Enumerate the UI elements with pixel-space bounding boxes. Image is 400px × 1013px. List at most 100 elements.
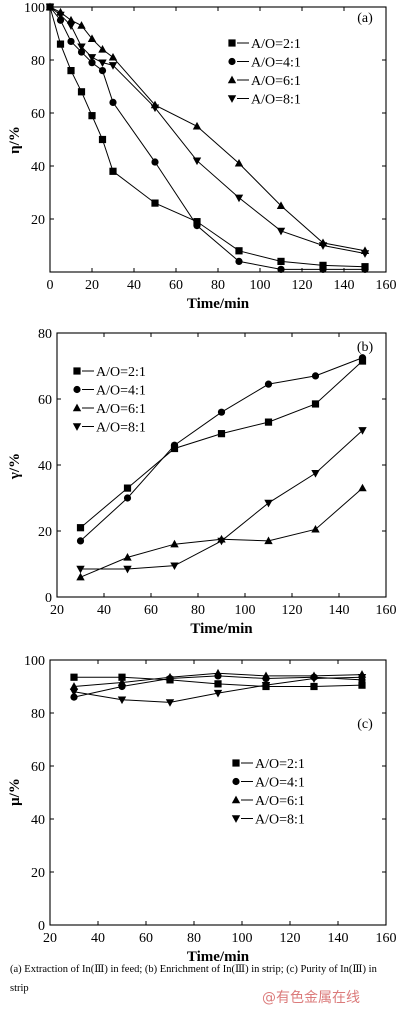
circle-marker <box>235 257 243 265</box>
legend-label: A/O=6:1 <box>96 402 146 417</box>
legend-label: A/O=4:1 <box>96 384 146 399</box>
triangle-down-marker <box>87 54 97 62</box>
x-tick-label: 160 <box>376 931 397 946</box>
triangle-down-marker <box>108 62 118 70</box>
circle-marker <box>70 693 78 701</box>
x-tick-label: 20 <box>85 278 99 293</box>
chart-panel: 0 20 40 60 80 100 120 140 16020406080100Time/min… <box>7 1 397 312</box>
triangle-down-marker <box>318 242 328 250</box>
circle-marker <box>264 380 273 388</box>
triangle-down-marker <box>150 104 160 113</box>
triangle-up-marker <box>231 795 241 804</box>
y-axis-label: γ/% <box>7 453 23 480</box>
series-line <box>80 487 363 578</box>
legend-label: A/O=6:1 <box>255 794 305 809</box>
square-marker <box>311 400 320 408</box>
series-triangle-down <box>76 427 367 574</box>
square-marker <box>73 367 81 375</box>
series-triangle-up <box>76 483 367 581</box>
chart-panel: 20 40 60 80 100 120 140 160020406080100Time/min… <box>7 654 397 965</box>
triangle-up-marker <box>117 678 127 686</box>
square-marker <box>264 418 273 426</box>
x-tick-label: 60 <box>144 603 158 618</box>
x-tick-label: 60 <box>169 278 183 293</box>
triangle-up-marker <box>69 682 79 690</box>
series-triangle-down <box>69 674 367 707</box>
circle-marker <box>109 98 117 106</box>
y-tick-label: 80 <box>31 54 45 69</box>
watermark-text: @有色金属在线 <box>262 990 360 1006</box>
square-marker <box>123 484 132 492</box>
series-triangle-up <box>45 2 370 254</box>
triangle-up-marker <box>76 572 85 581</box>
square-marker <box>319 261 327 269</box>
triangle-down-marker <box>227 95 237 103</box>
y-tick-label: 0 <box>38 919 45 934</box>
triangle-down-marker <box>231 815 241 823</box>
triangle-up-marker <box>213 668 223 677</box>
legend: A/O=2:1 A/O=4:1 A/O=6:1 A/O=8:1 <box>231 757 305 828</box>
triangle-up-marker <box>311 524 320 533</box>
triangle-down-marker <box>357 674 367 682</box>
circle-marker <box>88 59 96 67</box>
x-tick-label: 120 <box>282 603 303 618</box>
triangle-up-marker <box>264 536 273 545</box>
square-marker <box>358 681 366 689</box>
x-axis-label: Time/min <box>190 621 253 637</box>
legend: A/O=2:1 A/O=4:1 A/O=6:1 A/O=8:1 <box>227 37 301 108</box>
x-tick-label: 100 <box>250 278 271 293</box>
series-line <box>49 6 366 268</box>
triangle-up-marker <box>234 158 244 167</box>
legend-label: A/O=8:1 <box>251 93 301 108</box>
square-marker <box>67 67 75 75</box>
y-tick-label: 100 <box>24 1 45 16</box>
y-tick-label: 60 <box>31 760 45 775</box>
triangle-down-marker <box>213 689 223 698</box>
triangle-down-marker <box>66 22 76 30</box>
y-tick-label: 40 <box>31 160 45 175</box>
panel-label: (a) <box>357 11 373 26</box>
triangle-down-marker <box>69 688 79 697</box>
triangle-down-marker <box>360 250 370 258</box>
triangle-down-marker <box>234 194 244 203</box>
triangle-down-marker <box>56 11 65 20</box>
square-marker <box>228 39 236 47</box>
x-tick-label: 100 <box>232 931 253 946</box>
x-tick-label: 80 <box>211 278 225 293</box>
triangle-down-marker <box>309 675 319 683</box>
triangle-down-marker <box>117 696 127 705</box>
circle-marker <box>358 354 367 362</box>
x-tick-label: 160 <box>376 278 397 293</box>
legend-label: A/O=6:1 <box>251 74 301 89</box>
series-square <box>46 3 369 271</box>
legend-label: A/O=8:1 <box>96 421 146 436</box>
legend-label: A/O=4:1 <box>251 56 301 71</box>
legend-label: A/O=2:1 <box>96 365 146 380</box>
square-marker <box>232 759 240 767</box>
triangle-up-marker <box>77 21 86 29</box>
triangle-down-marker <box>261 681 271 690</box>
y-tick-label: 40 <box>38 459 52 474</box>
triangle-up-marker <box>227 75 237 84</box>
x-tick-label: 80 <box>187 931 201 946</box>
y-tick-label: 20 <box>31 213 45 228</box>
triangle-down-marker <box>123 565 132 574</box>
square-marker <box>88 112 96 120</box>
square-marker <box>118 673 126 681</box>
triangle-up-marker <box>261 671 271 680</box>
circle-marker <box>56 16 65 24</box>
y-tick-label: 0 <box>45 591 52 606</box>
series-triangle-down <box>45 3 370 258</box>
circle-marker <box>170 441 179 449</box>
circle-marker <box>77 48 86 56</box>
legend-label: A/O=2:1 <box>255 757 305 772</box>
x-tick-label: 140 <box>328 931 349 946</box>
square-marker <box>109 167 117 175</box>
triangle-down-marker <box>45 3 55 12</box>
legend: A/O=2:1 A/O=4:1 A/O=6:1 A/O=8:1 <box>72 365 146 436</box>
series-circle <box>76 354 367 545</box>
triangle-down-marker <box>192 157 202 166</box>
triangle-up-marker <box>87 34 97 42</box>
x-tick-label: 40 <box>91 931 105 946</box>
